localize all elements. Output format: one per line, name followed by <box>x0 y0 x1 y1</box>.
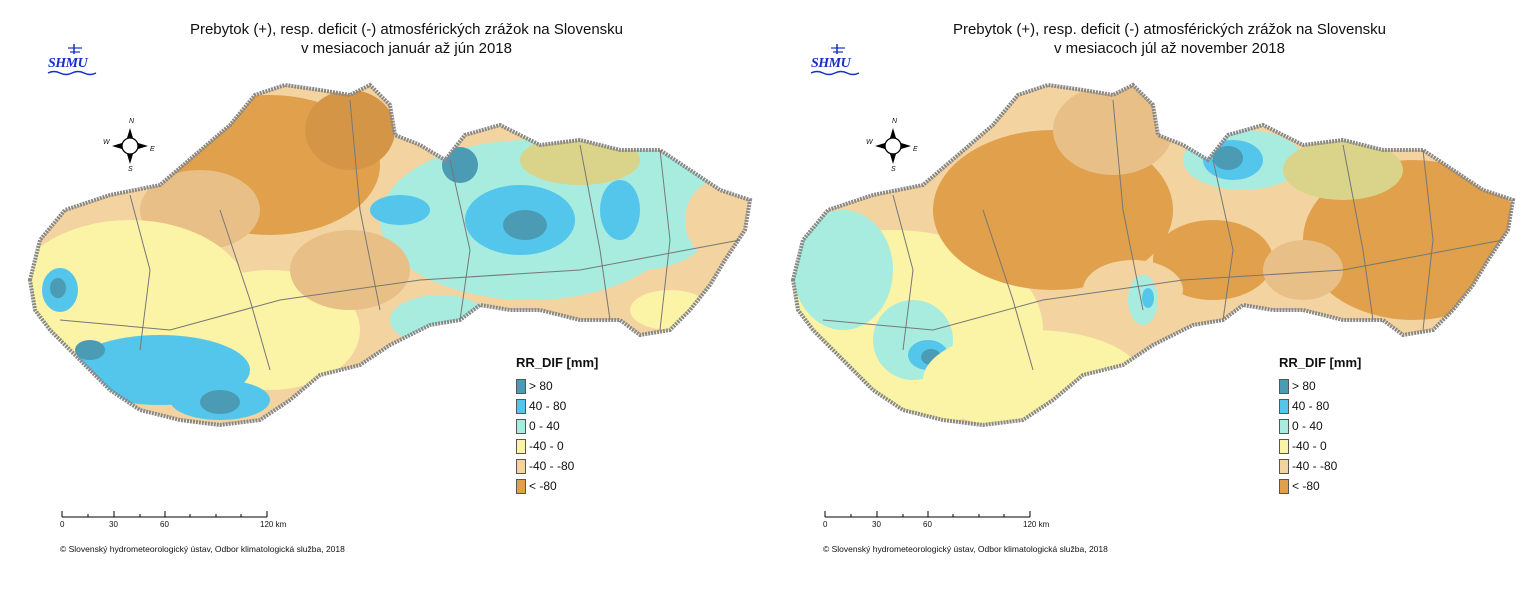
compass-s: S <box>128 166 133 173</box>
north-arrow-icon: N S E W <box>863 116 923 176</box>
legend-title: RR_DIF [mm] <box>1279 355 1362 370</box>
title-line-2: v mesiacoch január až jún 2018 <box>301 40 512 57</box>
legend-item: 0 - 40 <box>516 416 598 436</box>
legend-item: 0 - 40 <box>1279 416 1361 436</box>
logo-text: SHMU <box>48 56 88 71</box>
compass-e: E <box>150 146 155 153</box>
legend-item: < -80 <box>516 476 598 496</box>
legend-item: -40 - -80 <box>516 456 598 476</box>
shmu-logo: SHMU <box>46 42 106 76</box>
legend-item: -40 - 0 <box>516 436 598 456</box>
legend-item: -40 - -80 <box>1279 456 1361 476</box>
map-title: Prebytok (+), resp. deficit (-) atmosfér… <box>25 20 788 58</box>
compass-e: E <box>913 146 918 153</box>
precipitation-map <box>790 82 1516 428</box>
compass-n: N <box>129 118 135 125</box>
map-title: Prebytok (+), resp. deficit (-) atmosfér… <box>788 20 1527 58</box>
legend-item: > 80 <box>516 376 598 396</box>
compass-w: W <box>866 139 873 146</box>
legend-item: -40 - 0 <box>1279 436 1361 456</box>
logo-text: SHMU <box>811 56 851 71</box>
legend-item: < -80 <box>1279 476 1361 496</box>
compass-w: W <box>103 139 110 146</box>
map-panel-jan-jun: Prebytok (+), resp. deficit (-) atmosfér… <box>0 0 763 591</box>
copyright-credit: © Slovenský hydrometeorologický ústav, O… <box>60 544 345 554</box>
compass-n: N <box>892 118 898 125</box>
north-arrow-icon: N S E W <box>100 116 160 176</box>
scale-label: 30 <box>109 520 118 529</box>
compass-s: S <box>891 166 896 173</box>
title-line-2: v mesiacoch júl až november 2018 <box>1054 40 1285 57</box>
map-panel-jul-nov: Prebytok (+), resp. deficit (-) atmosfér… <box>763 0 1526 591</box>
scale-label: 60 <box>160 520 169 529</box>
legend-title: RR_DIF [mm] <box>516 355 599 370</box>
legend-item: 40 - 80 <box>516 396 598 416</box>
precipitation-map <box>27 82 753 428</box>
scale-label: 0 <box>823 520 828 529</box>
title-line-1: Prebytok (+), resp. deficit (-) atmosfér… <box>952 21 1387 38</box>
legend-item: 40 - 80 <box>1279 396 1361 416</box>
shmu-logo: SHMU <box>809 42 869 76</box>
scale-label: 0 <box>60 520 65 529</box>
legend: RR_DIF [mm] > 80 40 - 80 0 - 40 -40 - 0 … <box>516 355 598 496</box>
title-line-1: Prebytok (+), resp. deficit (-) atmosfér… <box>189 21 624 38</box>
scale-label: 30 <box>872 520 881 529</box>
legend: RR_DIF [mm] > 80 40 - 80 0 - 40 -40 - 0 … <box>1279 355 1361 496</box>
scale-label: 120 km <box>1023 520 1050 529</box>
scale-label: 120 km <box>260 520 287 529</box>
legend-item: > 80 <box>1279 376 1361 396</box>
scale-bar: 0 30 60 120 km <box>823 508 1063 538</box>
scale-label: 60 <box>923 520 932 529</box>
scale-bar: 0 30 60 120 km <box>60 508 300 538</box>
copyright-credit: © Slovenský hydrometeorologický ústav, O… <box>823 544 1108 554</box>
